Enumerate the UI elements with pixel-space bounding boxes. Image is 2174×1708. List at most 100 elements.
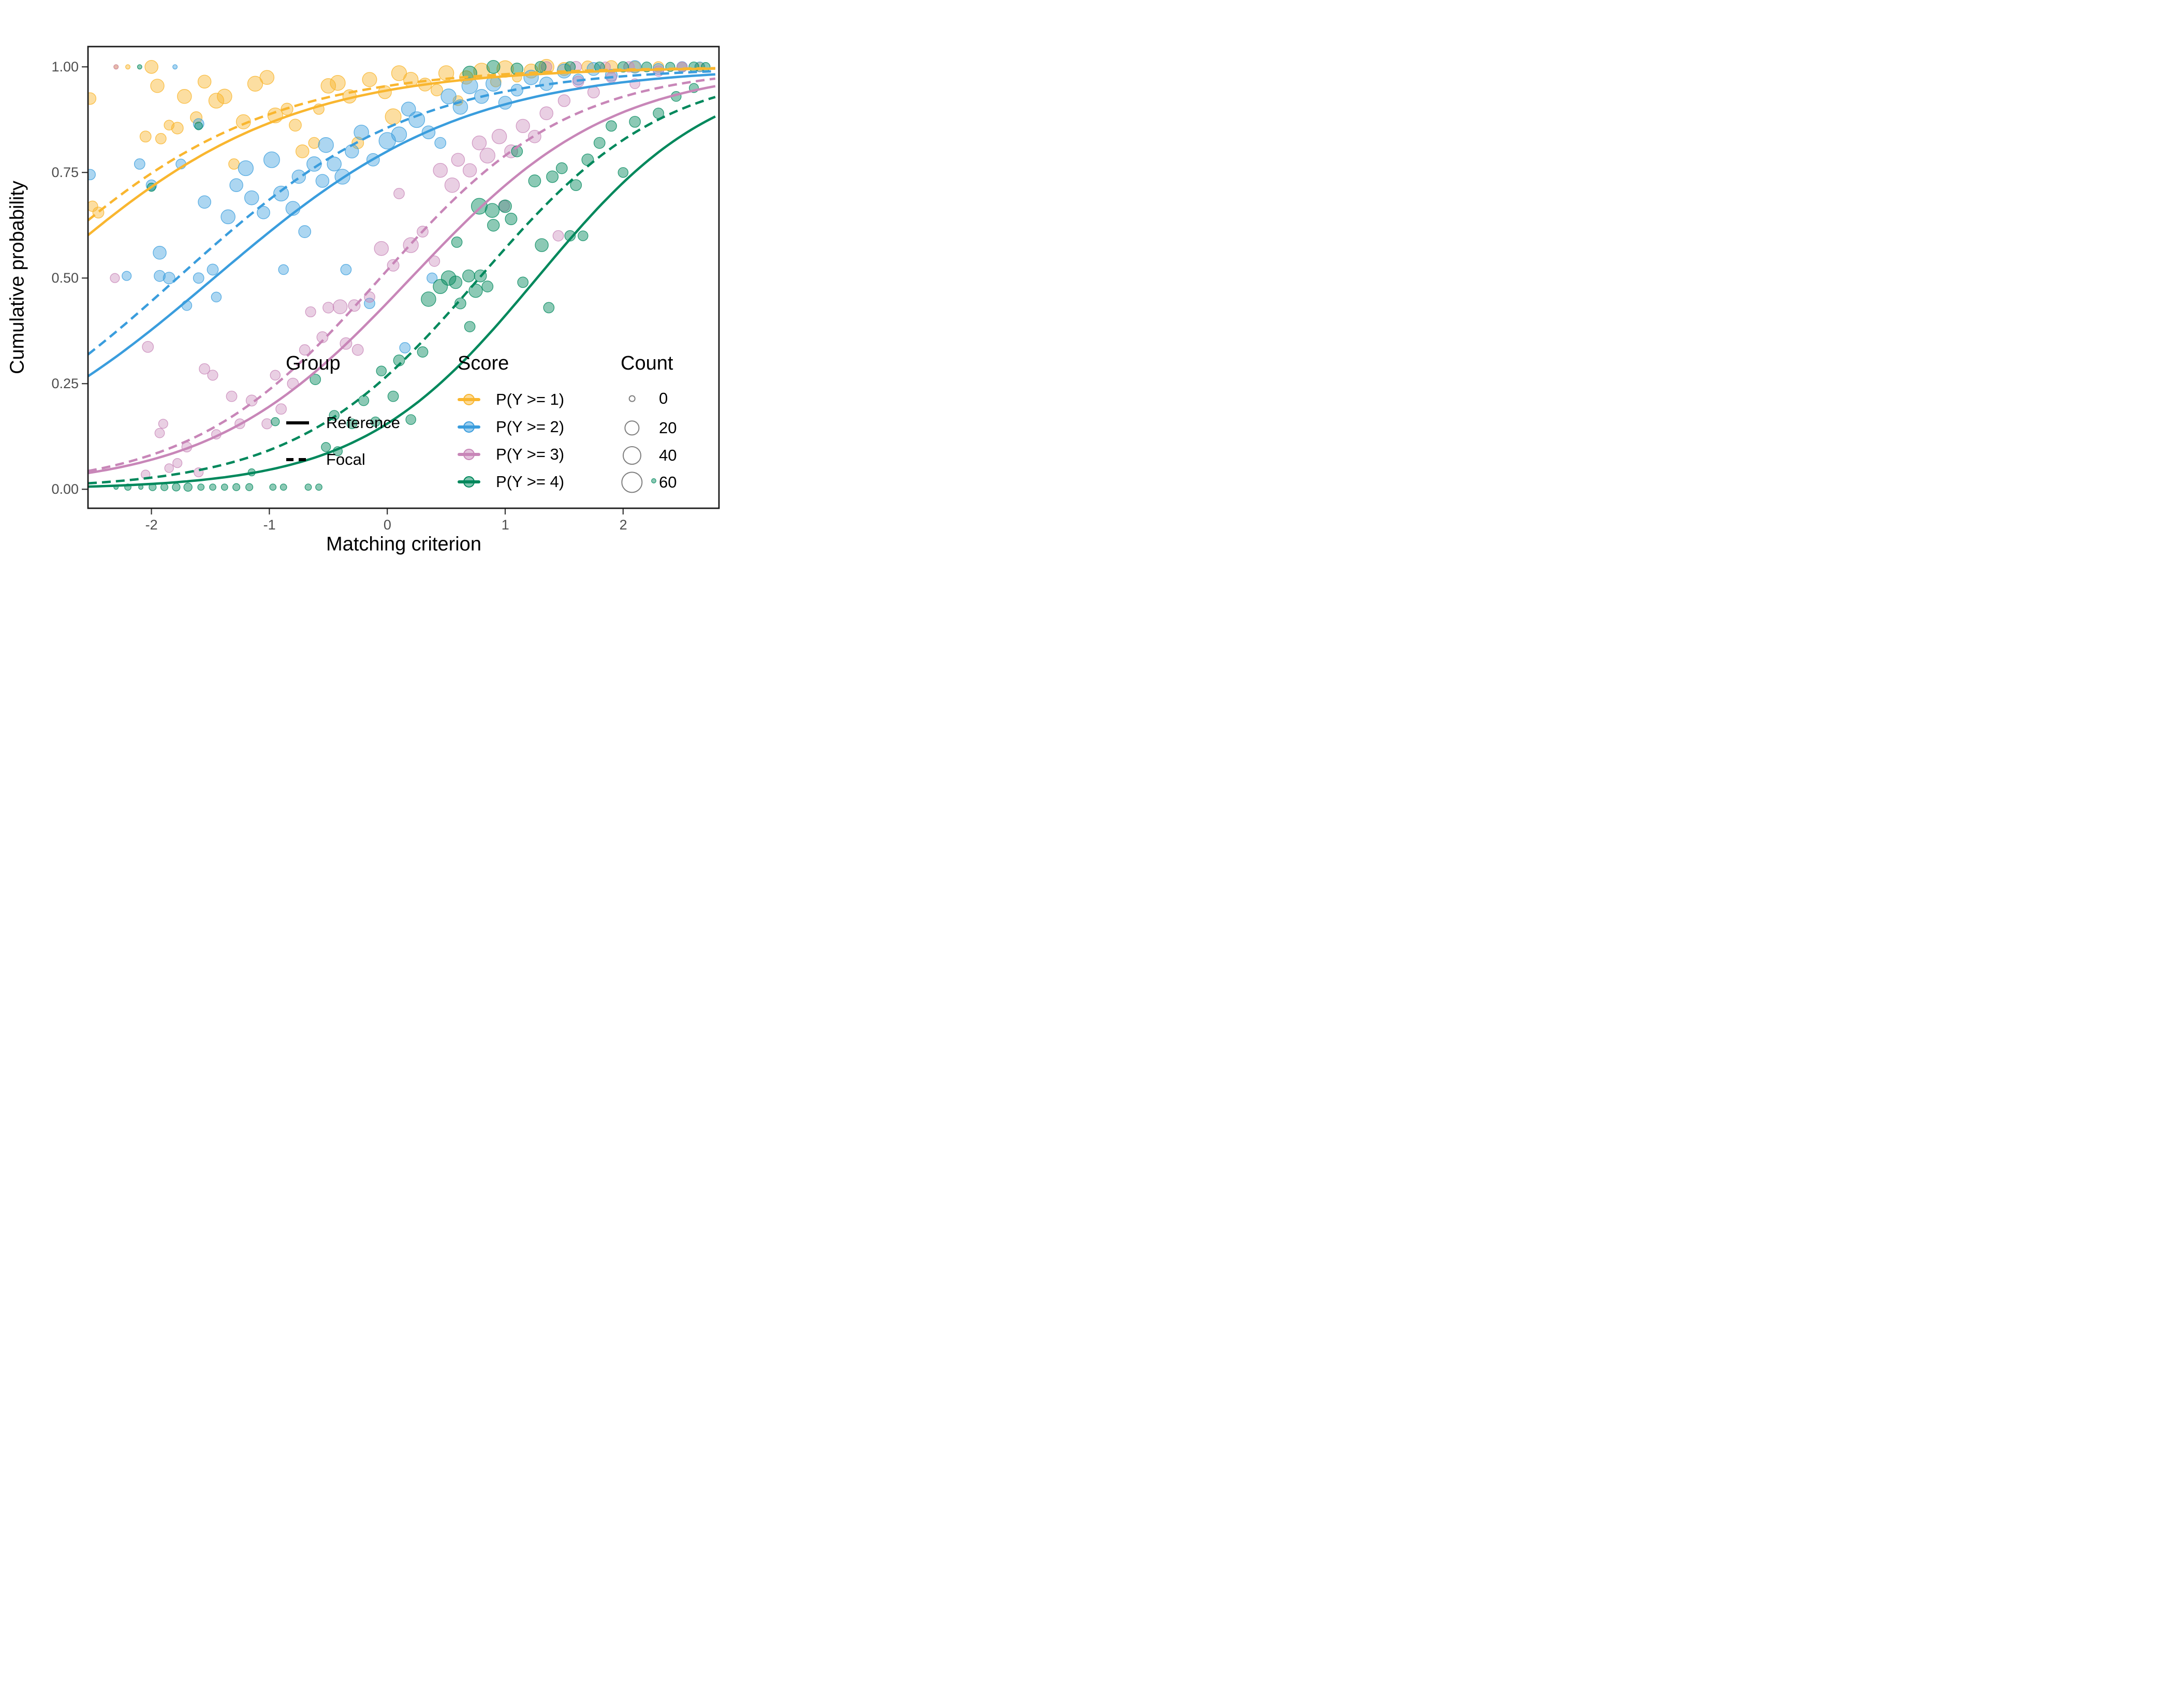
data-point	[113, 64, 119, 70]
data-point	[629, 115, 641, 128]
legend-count-circle-20	[624, 420, 640, 436]
legend-score-swatch-1	[458, 394, 480, 405]
data-point	[376, 365, 387, 377]
data-point	[449, 275, 463, 289]
data-point	[578, 230, 589, 241]
data-point	[207, 263, 219, 276]
data-point	[427, 272, 438, 284]
data-point	[134, 158, 145, 170]
data-point	[221, 209, 236, 225]
data-point	[172, 458, 183, 468]
data-point	[154, 270, 166, 282]
data-point	[535, 238, 549, 252]
legend-group-item-focal: Focal	[326, 450, 365, 468]
data-point	[351, 344, 364, 356]
legend-group-dashed-line-swatch	[286, 458, 309, 461]
legend-count-circle-40	[622, 446, 642, 465]
x-tick-label-2: 2	[619, 517, 627, 533]
plot-area	[88, 59, 716, 492]
data-point	[433, 163, 448, 178]
data-point	[245, 483, 254, 491]
data-point	[321, 442, 331, 452]
data-point	[278, 264, 289, 275]
data-point	[275, 403, 287, 415]
data-point	[346, 418, 358, 430]
data-point	[160, 483, 169, 491]
data-point	[236, 114, 251, 129]
y-axis-title: Cumulative probability	[6, 181, 28, 374]
y-tick-label-0.75: 0.75	[51, 165, 79, 180]
data-point	[327, 156, 342, 172]
curve-P(Y >= 1)-Focal	[88, 67, 715, 222]
data-point	[270, 370, 281, 381]
data-point	[238, 160, 254, 176]
x-tick-label-1: 1	[501, 517, 509, 533]
data-point	[122, 271, 132, 281]
data-point	[226, 390, 238, 402]
data-point	[539, 106, 553, 121]
data-point	[137, 64, 142, 70]
data-point	[207, 370, 218, 381]
legend-count-circle-60	[621, 472, 643, 493]
data-point	[198, 195, 211, 209]
y-tick-label-0.00: 0.00	[51, 481, 79, 497]
x-tick-label-0: 0	[383, 517, 391, 533]
legend-score-item-3: P(Y >= 3)	[496, 445, 565, 463]
data-point	[491, 129, 507, 144]
data-point	[391, 126, 407, 142]
data-point	[211, 291, 222, 303]
data-point	[125, 64, 130, 70]
data-point	[486, 60, 501, 74]
data-point	[552, 230, 564, 242]
data-point	[557, 94, 571, 107]
data-point	[247, 76, 263, 92]
data-point	[354, 124, 369, 140]
data-point	[461, 77, 478, 94]
data-point	[88, 200, 98, 212]
data-point	[387, 390, 399, 402]
data-point	[606, 120, 617, 132]
data-point	[320, 78, 336, 94]
data-point	[462, 163, 477, 178]
data-point	[177, 89, 192, 104]
data-point	[440, 89, 457, 105]
data-point	[399, 342, 411, 354]
data-point	[221, 483, 228, 491]
data-point	[144, 60, 158, 74]
data-point	[433, 279, 448, 294]
data-point	[385, 108, 402, 125]
chart-figure: 1.00 0.75 0.50 0.25 0.00 -2 -1 0 1 2 Mat…	[0, 0, 725, 569]
data-point	[183, 482, 193, 492]
legend-count-title: Count	[621, 352, 673, 374]
data-point	[110, 273, 120, 283]
legend-group-solid-line-swatch	[286, 421, 309, 424]
data-point	[150, 79, 165, 93]
data-point	[158, 419, 168, 429]
x-axis-title: Matching criterion	[326, 533, 481, 555]
data-point	[304, 483, 312, 491]
data-point	[481, 281, 494, 292]
data-point	[322, 302, 334, 314]
data-point	[193, 272, 204, 284]
data-point	[429, 255, 440, 267]
data-point	[190, 111, 203, 124]
data-point	[244, 190, 259, 205]
data-point	[298, 225, 312, 238]
data-point	[364, 298, 375, 310]
data-point	[421, 291, 436, 307]
legend-score-title: Score	[458, 352, 509, 374]
data-point	[259, 70, 275, 85]
data-point	[139, 130, 152, 143]
data-point	[88, 92, 97, 105]
legend-score-swatch-2	[458, 421, 480, 433]
x-tick-label-neg2: -2	[145, 517, 158, 533]
data-point	[472, 135, 487, 151]
data-point	[564, 230, 576, 242]
data-point	[245, 394, 258, 407]
data-point	[362, 72, 377, 87]
data-point	[280, 483, 287, 491]
data-point	[209, 483, 216, 491]
curve-P(Y >= 2)-Focal	[88, 70, 715, 356]
data-point	[164, 463, 174, 473]
panel-border	[87, 46, 720, 509]
